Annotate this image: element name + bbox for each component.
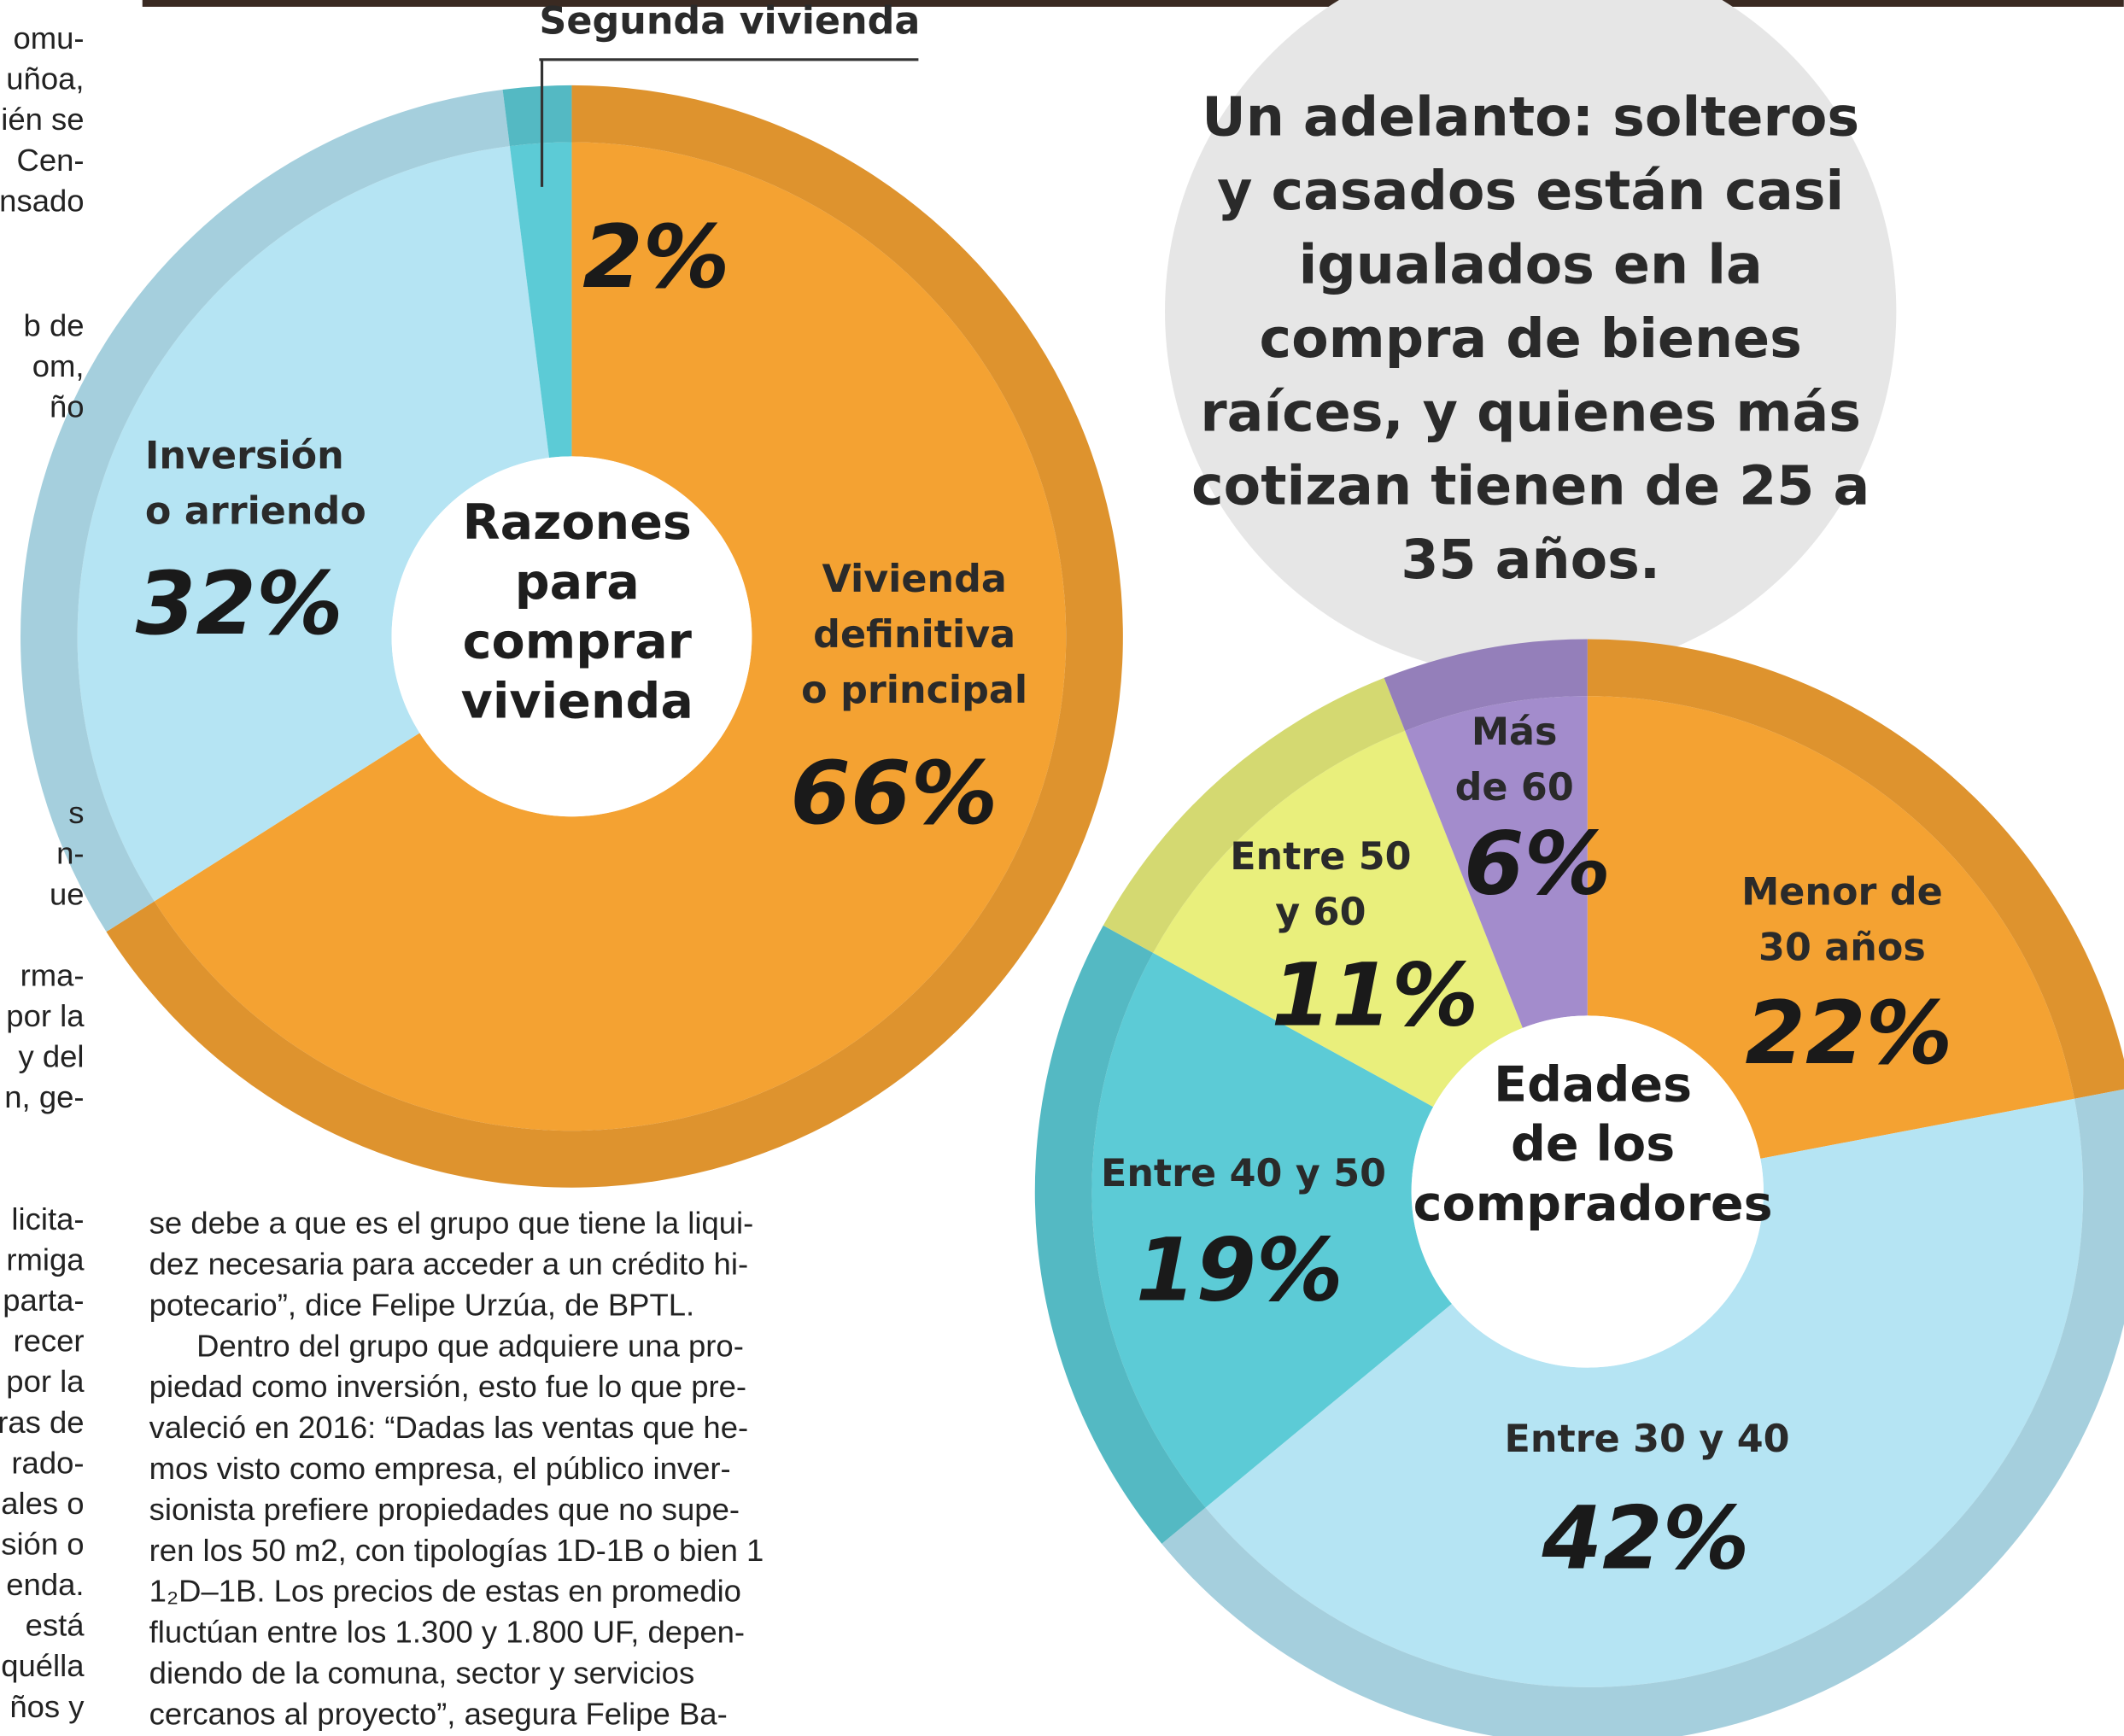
article-line: mos visto como empresa, el público inver… — [149, 1451, 731, 1486]
column-fragment: quélla — [1, 1648, 85, 1683]
column-fragment: parta- — [3, 1283, 84, 1318]
chart-title: compradores — [1413, 1176, 1773, 1232]
value-label: 42% — [1542, 1488, 1750, 1588]
column-fragment: ién se — [1, 102, 84, 137]
article-line: fluctúan entre los 1.300 y 1.800 UF, dep… — [149, 1615, 745, 1650]
column-fragment: enda. — [6, 1567, 84, 1602]
article-line: piedad como inversión, esto fue lo que p… — [149, 1369, 746, 1404]
column-fragment: om, — [32, 348, 85, 383]
column-fragment: n, ge- — [4, 1079, 84, 1114]
value-label: 66% — [790, 743, 998, 844]
column-fragment: y del — [19, 1039, 85, 1074]
chart-title: Edades — [1494, 1056, 1692, 1113]
column-fragment: Cen- — [17, 143, 85, 178]
article-line: sionista prefiere propiedades que no sup… — [149, 1492, 740, 1527]
slice-label: Segunda vivienda — [539, 0, 920, 44]
callout-text: compra de bienes — [1260, 307, 1802, 370]
chart-title: vivienda — [461, 673, 693, 729]
callout-text: igualados en la — [1299, 232, 1763, 295]
column-fragment: b de — [24, 307, 85, 342]
column-fragment: s — [68, 795, 84, 830]
article-line: ren los 50 m2, con tipologías 1D-1B o bi… — [149, 1533, 764, 1568]
photo-edge — [143, 0, 2124, 7]
column-fragment: sión o — [1, 1527, 84, 1562]
column-fragment: uñoa, — [6, 61, 84, 96]
callout-text: 35 años. — [1401, 528, 1660, 591]
slice-label: Entre 30 y 40 — [1505, 1417, 1790, 1461]
column-fragment: licita- — [11, 1201, 84, 1236]
column-fragment: ño — [50, 389, 85, 424]
article-line: potecario”, dice Felipe Urzúa, de BPTL. — [149, 1287, 695, 1322]
column-fragment: por la — [6, 998, 85, 1033]
article-line: se debe a que es el grupo que tiene la l… — [149, 1206, 754, 1241]
chart-title: Razones — [463, 494, 692, 551]
slice-label: Entre 40 y 50 — [1101, 1152, 1386, 1195]
page: {"chart_data": [ {"type": "pie", "title"… — [0, 0, 2124, 1736]
column-fragment: n- — [56, 836, 84, 871]
value-label: 22% — [1745, 983, 1952, 1084]
column-fragment: recer — [13, 1324, 84, 1359]
value-label: 2% — [582, 207, 729, 307]
chart-title: para — [515, 554, 640, 611]
column-fragment: omu- — [13, 20, 84, 56]
column-fragment: por la — [6, 1364, 85, 1399]
callout-text: raíces, y quienes más — [1200, 380, 1861, 443]
article-line: dez necesaria para acceder a un crédito … — [149, 1247, 748, 1282]
column-fragment: rma- — [20, 957, 85, 992]
infographic: Razonesparacomprarvivienda Viviendadefini… — [0, 0, 2124, 1736]
value-label: 19% — [1136, 1219, 1343, 1320]
chart-title: de los — [1511, 1116, 1675, 1172]
article-line: diendo de la comuna, sector y servicios — [149, 1655, 695, 1690]
column-fragment: ras de — [0, 1405, 85, 1440]
pie-slice-ring — [503, 85, 572, 146]
callout-text: y casados están casi — [1217, 159, 1844, 222]
callout-text: Un adelanto: solteros — [1202, 85, 1859, 149]
column-fragment: ue — [50, 876, 85, 911]
column-fragment: está — [26, 1608, 85, 1643]
column-fragment: rmiga — [6, 1242, 85, 1277]
article-line: Dentro del grupo que adquiere una pro- — [196, 1328, 744, 1363]
value-label: 11% — [1271, 944, 1478, 1045]
chart-title: comprar — [463, 614, 692, 670]
article-line: cercanos al proyecto”, asegura Felipe Ba… — [149, 1696, 728, 1731]
callout-text: cotizan tienen de 25 a — [1191, 454, 1869, 517]
article-line: 1₂D–1B. Los precios de estas en promedio — [149, 1574, 741, 1609]
column-fragment: ales o — [1, 1486, 84, 1521]
value-label: 32% — [136, 553, 343, 654]
column-fragment: nsado — [0, 183, 85, 218]
column-fragment: rado- — [11, 1445, 84, 1480]
column-fragment: ños y — [9, 1689, 85, 1724]
article-line: valeció en 2016: “Dadas las ventas que h… — [149, 1410, 748, 1445]
value-label: 6% — [1464, 814, 1611, 915]
